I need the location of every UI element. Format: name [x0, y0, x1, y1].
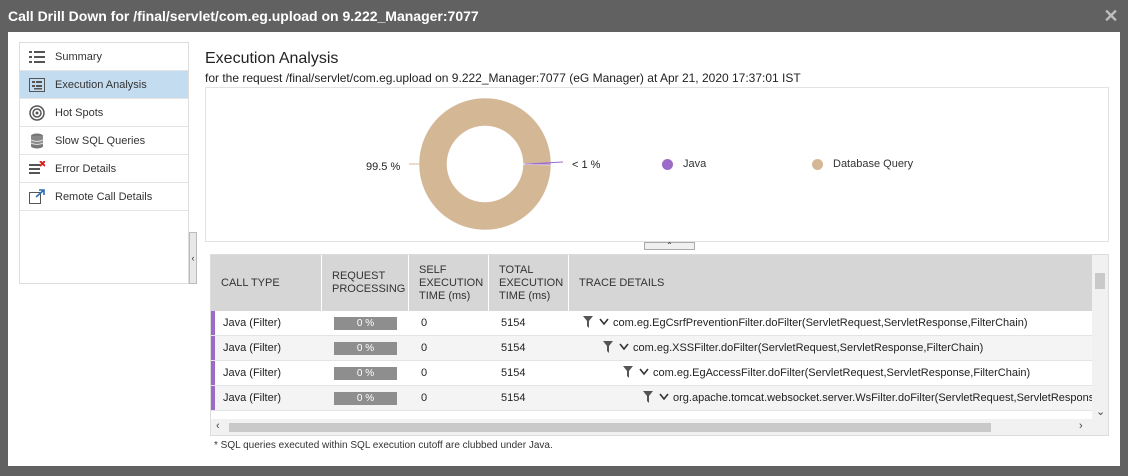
processing-bar: 0 %	[334, 316, 397, 330]
cell-request-processing: 0 %	[322, 366, 409, 380]
horizontal-scroll-thumb[interactable]	[229, 423, 991, 432]
header-trace-details[interactable]: TRACE DETAILS	[579, 276, 665, 289]
dialog-body: Summary Execution Analysis Hot Spots Slow S…	[8, 32, 1120, 466]
cell-request-processing: 0 %	[322, 391, 409, 405]
sidebar-item-label: Slow SQL Queries	[55, 134, 146, 147]
chevron-down-icon[interactable]	[659, 392, 673, 404]
table-header: CALL TYPE REQUEST PROCESSING SELF EXECUT…	[211, 255, 1093, 311]
page-subtitle: for the request /final/servlet/com.eg.up…	[205, 71, 801, 85]
sidebar-item-label: Summary	[55, 50, 103, 63]
cell-call-type: Java (Filter)	[223, 367, 282, 379]
cell-self-time: 0	[421, 367, 428, 379]
close-icon[interactable]: ✕	[1103, 6, 1119, 26]
scroll-right-icon[interactable]: ›	[1079, 420, 1083, 432]
cell-trace-details: com.eg.XSSFilter.doFilter(ServletRequest…	[569, 340, 1093, 356]
java-type-marker	[211, 361, 215, 385]
filter-icon[interactable]	[603, 340, 619, 356]
scroll-down-icon[interactable]: ⌄	[1096, 406, 1106, 418]
vertical-scroll-thumb[interactable]	[1095, 273, 1105, 289]
target-icon	[28, 104, 46, 121]
chevron-down-icon[interactable]	[639, 367, 653, 379]
slice-label-java: < 1 %	[572, 159, 601, 171]
cell-total-time: 5154	[501, 367, 526, 379]
processing-bar: 0 %	[334, 341, 397, 355]
header-call-type[interactable]: CALL TYPE	[211, 255, 322, 311]
table-body: Java (Filter) 0 % 0 5154 com.eg.EgCsrfPreven…	[211, 311, 1093, 411]
filter-icon[interactable]	[643, 390, 659, 406]
sidebar-item-label: Remote Call Details	[55, 190, 153, 203]
trace-method: com.eg.EgCsrfPreventionFilter.doFilter(S…	[613, 317, 1028, 329]
sidebar-item-execution-analysis[interactable]: Execution Analysis	[20, 71, 188, 99]
cell-total-time: 5154	[501, 392, 526, 404]
list-icon	[28, 49, 46, 65]
cell-trace-details: com.eg.EgAccessFilter.doFilter(ServletRe…	[569, 365, 1093, 381]
cell-total-time: 5154	[501, 342, 526, 354]
trace-method: org.apache.tomcat.websocket.server.WsFil…	[673, 392, 1093, 404]
table-row[interactable]: Java (Filter) 0 % 0 5154 org.apache.tomcat.w…	[211, 386, 1093, 411]
cell-call-type: Java (Filter)	[223, 392, 282, 404]
java-type-marker	[211, 311, 215, 335]
slice-label-database-query: 99.5 %	[366, 161, 401, 173]
vertical-scrollbar[interactable]: ⌄	[1092, 255, 1108, 420]
sidebar-item-hot-spots[interactable]: Hot Spots	[20, 99, 188, 127]
cell-request-processing: 0 %	[322, 341, 409, 355]
cell-self-time: 0	[421, 342, 428, 354]
legend-database-query[interactable]: Database Query	[812, 158, 913, 170]
filter-icon[interactable]	[583, 315, 599, 331]
donut-slice-database-query[interactable]	[418, 97, 552, 231]
processing-bar: 0 %	[334, 366, 397, 380]
legend-java-swatch	[662, 158, 673, 170]
error-list-icon	[28, 161, 46, 177]
legend-java[interactable]: Java	[662, 158, 706, 170]
trace-method: com.eg.EgAccessFilter.doFilter(ServletRe…	[653, 367, 1031, 379]
footnote: * SQL queries executed within SQL execut…	[214, 440, 553, 451]
cell-request-processing: 0 %	[322, 316, 409, 330]
header-total-execution-time[interactable]: TOTAL EXECUTION TIME (ms)	[489, 255, 569, 311]
java-type-marker	[211, 336, 215, 360]
collapse-chart-button[interactable]: ⌃	[644, 242, 695, 250]
collapse-sidebar-button[interactable]: ‹	[189, 232, 197, 284]
trace-method: com.eg.XSSFilter.doFilter(ServletRequest…	[633, 342, 984, 354]
trace-table: CALL TYPE REQUEST PROCESSING SELF EXECUT…	[210, 254, 1109, 436]
database-icon	[28, 133, 46, 149]
page-title: Execution Analysis	[205, 50, 339, 67]
cell-call-type: Java (Filter)	[223, 317, 282, 329]
cell-call-type: Java (Filter)	[223, 342, 282, 354]
cell-self-time: 0	[421, 392, 428, 404]
cell-trace-details: org.apache.tomcat.websocket.server.WsFil…	[569, 390, 1093, 406]
table-row[interactable]: Java (Filter) 0 % 0 5154 com.eg.XSSFilter.do…	[211, 336, 1093, 361]
leader-line-java	[524, 161, 564, 165]
cell-total-time: 5154	[501, 317, 526, 329]
sidebar-nav: Summary Execution Analysis Hot Spots Slow S…	[19, 42, 189, 284]
cell-trace-details: com.eg.EgCsrfPreventionFilter.doFilter(S…	[569, 315, 1093, 331]
sidebar-item-error-details[interactable]: Error Details	[20, 155, 188, 183]
sidebar-item-summary[interactable]: Summary	[20, 43, 188, 71]
donut-chart	[409, 97, 564, 231]
external-link-icon	[28, 189, 46, 205]
sidebar-item-label: Error Details	[55, 162, 117, 175]
header-self-execution-time[interactable]: SELF EXECUTION TIME (ms)	[409, 255, 489, 311]
sidebar-item-label: Execution Analysis	[55, 78, 147, 91]
sidebar-item-slow-sql-queries[interactable]: Slow SQL Queries	[20, 127, 188, 155]
sidebar-item-remote-call-details[interactable]: Remote Call Details	[20, 183, 188, 211]
filter-icon[interactable]	[623, 365, 639, 381]
cell-self-time: 0	[421, 317, 428, 329]
tree-list-icon	[28, 77, 46, 93]
table-row[interactable]: Java (Filter) 0 % 0 5154 com.eg.EgAccessFilt…	[211, 361, 1093, 386]
header-request-processing[interactable]: REQUEST PROCESSING	[322, 255, 409, 311]
window-title: Call Drill Down for /final/servlet/com.e…	[8, 8, 479, 24]
sidebar-item-label: Hot Spots	[55, 106, 104, 119]
java-type-marker	[211, 386, 215, 410]
chevron-down-icon[interactable]	[599, 317, 613, 329]
processing-bar: 0 %	[334, 391, 397, 405]
table-row[interactable]: Java (Filter) 0 % 0 5154 com.eg.EgCsrfPreven…	[211, 311, 1093, 336]
legend-database-query-swatch	[812, 158, 823, 170]
scroll-left-icon[interactable]: ‹	[216, 420, 220, 432]
legend-database-query-label: Database Query	[833, 158, 914, 170]
execution-chart-panel: 99.5 % < 1 % Java Database Query	[205, 87, 1109, 242]
chevron-down-icon[interactable]	[619, 342, 633, 354]
horizontal-scrollbar[interactable]: ‹ ›	[211, 419, 1108, 435]
legend-java-label: Java	[683, 158, 707, 170]
